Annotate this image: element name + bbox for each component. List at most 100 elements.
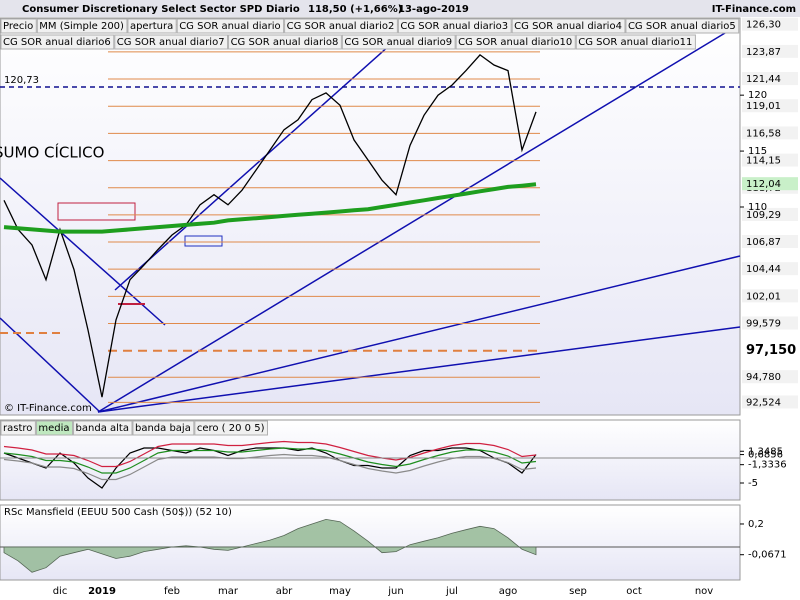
legend-button[interactable] — [35, 420, 74, 436]
x-tick-label: ago — [499, 586, 518, 597]
legend-button[interactable] — [228, 34, 342, 50]
legend-button-label[interactable]: rastro — [3, 423, 32, 434]
y-label-box — [742, 316, 798, 330]
y-label-box — [742, 72, 798, 86]
trend-line — [97, 29, 731, 413]
y-tick-label: 110 — [748, 202, 767, 213]
legend-button-label[interactable]: CG SOR anual diario7 — [117, 37, 225, 48]
legend-button-label[interactable]: CG SOR anual diario8 — [231, 37, 339, 48]
legend-button[interactable] — [0, 34, 115, 50]
series-line — [3, 440, 537, 468]
quote: 118,50 (+1,66%) — [308, 4, 402, 15]
legend-button[interactable] — [625, 18, 740, 34]
legend-button-label[interactable]: apertura — [130, 21, 173, 32]
legend-button-label[interactable]: banda alta — [76, 423, 129, 434]
y-label-box — [742, 153, 798, 167]
legend-button[interactable] — [511, 18, 626, 34]
x-tick-label: nov — [695, 586, 713, 597]
y-label-box — [742, 262, 798, 276]
y-tick-label: 126,30 — [746, 20, 781, 31]
x-tick-label: oct — [626, 586, 642, 597]
legend-button[interactable] — [0, 18, 37, 34]
y-label-box — [742, 177, 798, 191]
legend-button-label[interactable]: CG SOR anual diario10 — [458, 37, 572, 48]
y-label-box — [742, 126, 798, 140]
y-tick-label: 99,579 — [746, 319, 781, 330]
series-line — [3, 453, 537, 481]
legend-button-label[interactable]: CG SOR anual diario11 — [578, 37, 692, 48]
series-line — [3, 447, 537, 474]
legend-button-label[interactable]: MM (Simple 200) — [39, 21, 124, 32]
trend-line — [97, 326, 741, 413]
watermark: © IT-Finance.com — [4, 403, 92, 414]
legend-button-label[interactable]: CG SOR anual diario6 — [3, 37, 111, 48]
y-tick-label: 94,780 — [746, 372, 781, 383]
legend-button-label[interactable]: CG SOR anual diario9 — [344, 37, 452, 48]
chart-title: Consumer Discretionary Select Sector SPD — [22, 4, 262, 15]
legend-button-label[interactable]: CG SOR anual diario4 — [514, 21, 622, 32]
y-tick-label: 1,3485 — [748, 446, 783, 457]
panel-title: RSc Mansfield (EEUU 500 Cash (50$)) (52 … — [4, 507, 232, 518]
legend-button[interactable] — [455, 34, 576, 50]
y-tick-label: 0,6856 — [748, 450, 783, 461]
series-line — [3, 447, 537, 489]
y-label-box — [742, 234, 798, 248]
legend-button[interactable] — [284, 18, 398, 34]
x-tick-label: jul — [445, 586, 458, 597]
y-label-box — [742, 370, 798, 384]
legend-button-label[interactable]: media — [38, 423, 69, 434]
legend-button-label[interactable]: Precio — [3, 21, 33, 32]
series-line — [3, 54, 537, 398]
legend-button[interactable] — [132, 420, 195, 436]
y-label-box — [742, 343, 798, 357]
y-tick-label: -1,3336 — [748, 460, 787, 471]
legend-button-label[interactable]: CG SOR anual diario2 — [287, 21, 395, 32]
y-label-box — [742, 207, 798, 221]
y-tick-label: -5 — [748, 478, 758, 489]
x-tick-label: abr — [276, 586, 293, 597]
y-tick-label: 97,150 — [746, 343, 796, 358]
legend-button[interactable] — [575, 34, 696, 50]
x-tick-label: mar — [218, 586, 239, 597]
y-tick-label: 102,01 — [746, 291, 781, 302]
y-tick-label: 0,2 — [748, 519, 764, 530]
y-tick-label: 104,44 — [746, 264, 781, 275]
date: 13-ago-2019 — [398, 4, 469, 15]
y-tick-label: 119,01 — [746, 101, 781, 112]
legend-button-label[interactable]: CG SOR anual diario3 — [400, 21, 508, 32]
legend-button[interactable] — [176, 18, 285, 34]
legend-button-label[interactable]: cero ( 20 0 5) — [197, 423, 265, 434]
y-tick-label: 123,87 — [746, 47, 781, 58]
y-tick-label: 92,524 — [746, 397, 781, 408]
x-tick-label: dic — [53, 586, 68, 597]
legend-button-label[interactable]: banda baja — [135, 423, 191, 434]
legend-button[interactable] — [0, 420, 36, 436]
x-tick-label: jun — [387, 586, 403, 597]
legend-button[interactable] — [73, 420, 133, 436]
y-label-box — [742, 44, 798, 58]
annotation: SUMO CÍCLICO — [0, 143, 104, 162]
y-label-box — [742, 99, 798, 113]
x-tick-label: 2019 — [88, 586, 116, 597]
legend-button-label[interactable]: CG SOR anual diario5 — [628, 21, 736, 32]
legend-button[interactable] — [127, 18, 177, 34]
y-tick-label: 115 — [748, 146, 767, 157]
legend-button-label[interactable]: CG SOR anual diario — [179, 21, 280, 32]
series-area — [3, 518, 537, 573]
y-label-box — [742, 395, 798, 409]
reference-label: 120,73 — [4, 75, 39, 86]
x-tick-label: may — [329, 586, 351, 597]
legend-button[interactable] — [36, 18, 128, 34]
y-tick-label: 109,29 — [746, 210, 781, 221]
legend-button[interactable] — [194, 420, 268, 436]
legend-button[interactable] — [341, 34, 456, 50]
y-tick-label: 112,04 — [746, 179, 781, 190]
y-tick-label: 116,58 — [746, 128, 781, 139]
legend-button[interactable] — [114, 34, 229, 50]
series-line — [3, 182, 537, 234]
y-label-box — [742, 289, 798, 303]
legend-button[interactable] — [397, 18, 512, 34]
trend-lines — [0, 29, 741, 413]
trend-line — [97, 255, 741, 413]
